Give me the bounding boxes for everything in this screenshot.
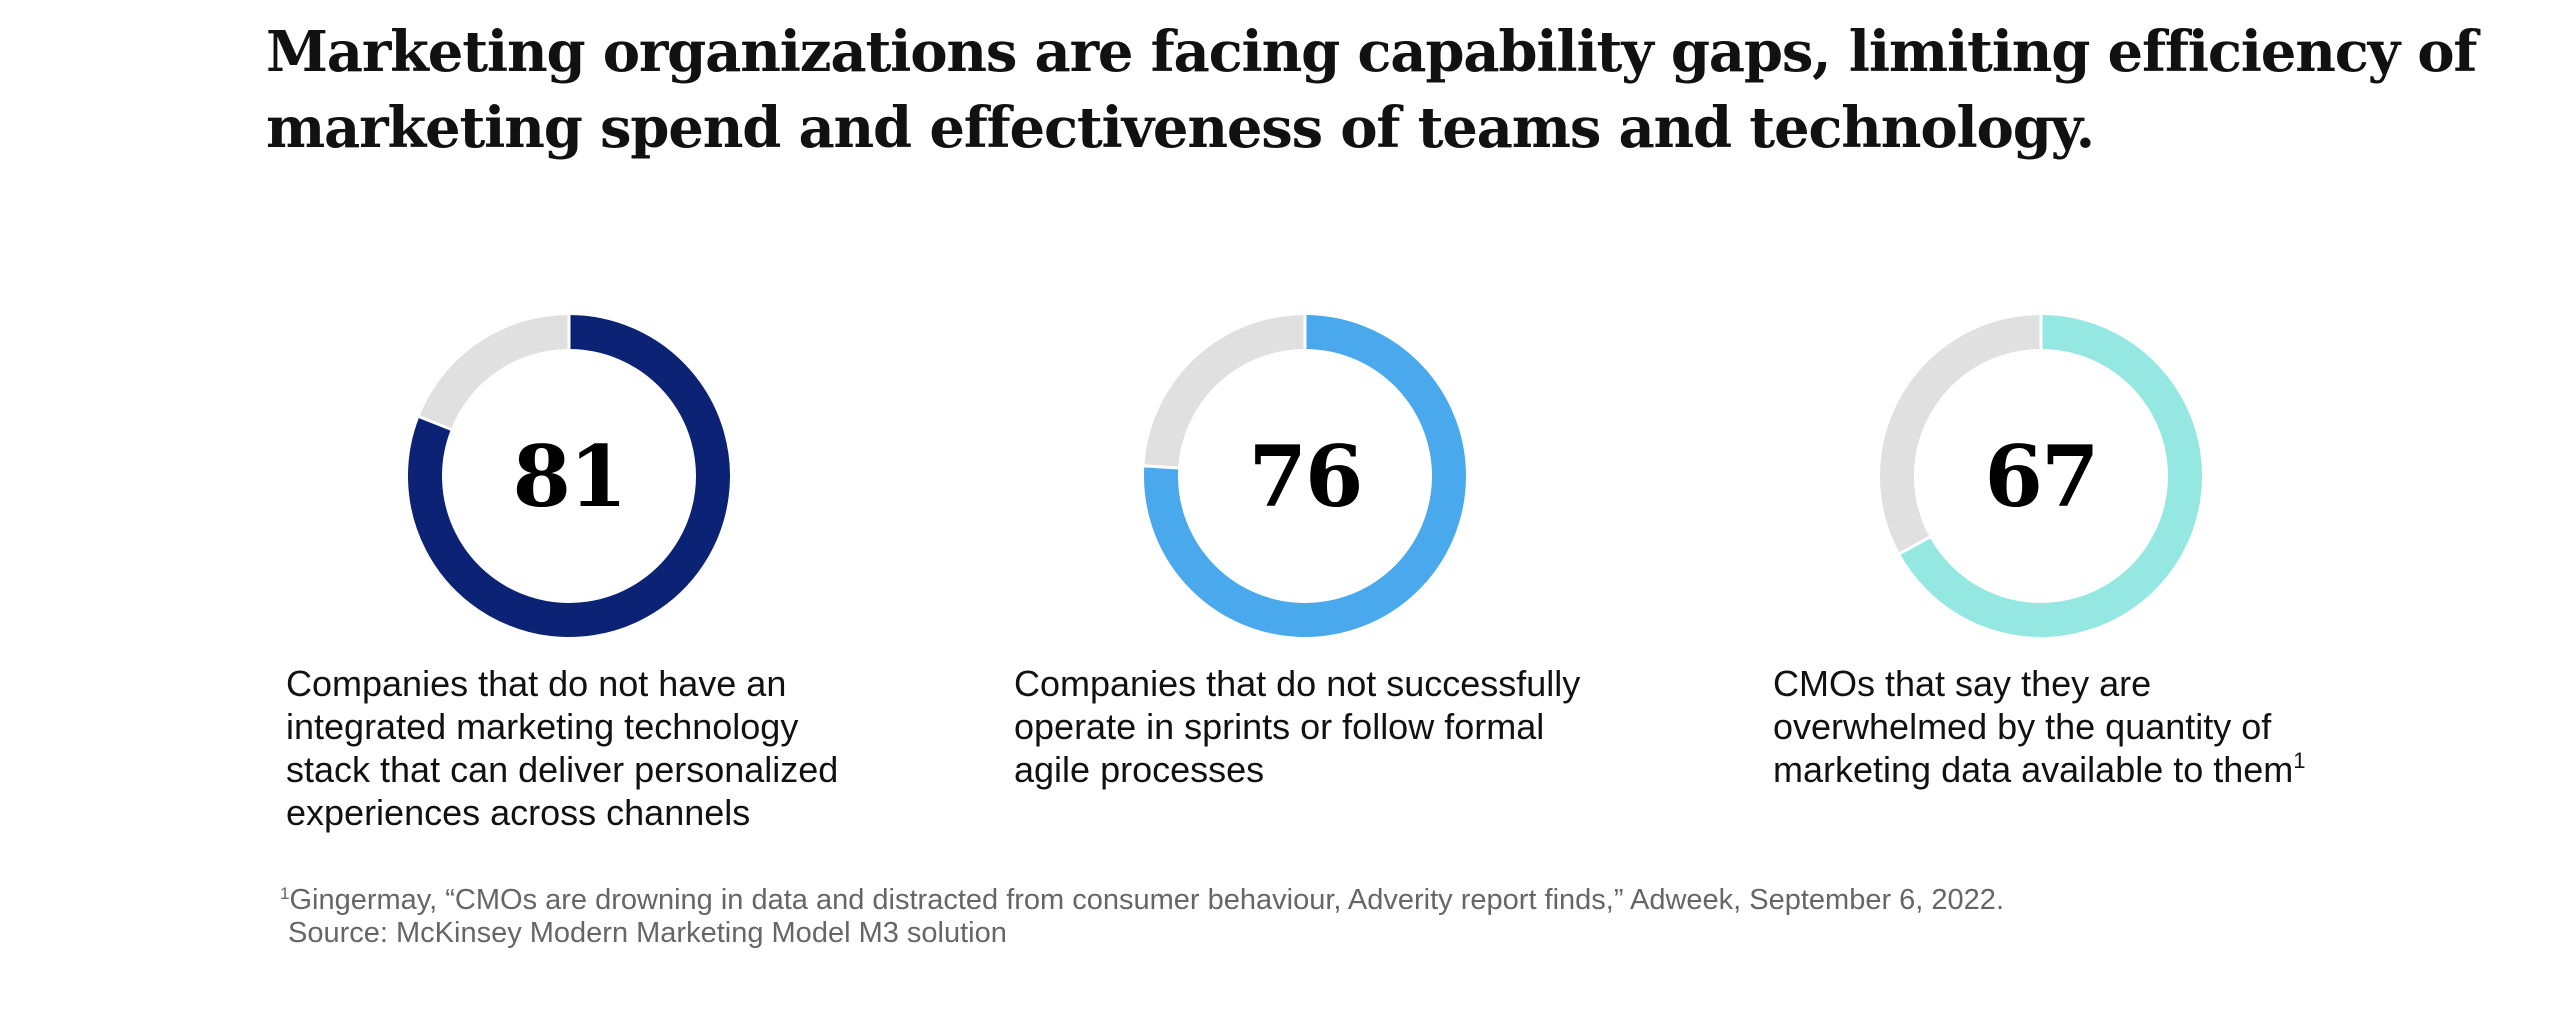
donut-remainder-segment-2 xyxy=(1144,315,1306,469)
donut-value-segment-2 xyxy=(1144,315,1466,637)
description-line: operate in sprints or follow formal xyxy=(1014,706,1545,747)
description-line: stack that can deliver personalized xyxy=(286,749,839,790)
footnote-marker: 1 xyxy=(280,884,290,903)
description-line: CMOs that say they are xyxy=(1773,663,2152,704)
footnote: 1Gingermay, “CMOs are drowning in data a… xyxy=(280,884,2004,950)
donut-value-segment-3 xyxy=(1899,315,2202,637)
description-line: Companies that do not successfully xyxy=(1014,663,1581,704)
donut-separator-3-2 xyxy=(1897,534,1933,556)
donut-value-3: 67 xyxy=(1984,426,2100,526)
donut-remainder-segment-3 xyxy=(1880,315,2042,554)
donut-description-3: CMOs that say they are overwhelmed by th… xyxy=(1773,662,2306,791)
donut-description-1: Companies that do not have an integrated… xyxy=(286,662,838,834)
donut-svg-2 xyxy=(1142,313,1466,637)
donut-value-segment-1 xyxy=(408,315,730,637)
chart-title-line: marketing spend and effectiveness of tea… xyxy=(266,95,2095,161)
description-line: experiences across channels xyxy=(286,792,751,833)
donut-value-1: 81 xyxy=(512,426,628,526)
footnote-text: Gingermay, “CMOs are drowning in data an… xyxy=(289,884,2004,916)
footnote-marker: 1 xyxy=(2293,748,2306,773)
donut-chart-3: 67 xyxy=(1877,313,2205,637)
footnote-citation: 1Gingermay, “CMOs are drowning in data a… xyxy=(280,884,2004,917)
donut-separator-1-2 xyxy=(416,414,454,432)
donut-chart-1: 81 xyxy=(405,313,733,637)
description-line: overwhelmed by the quantity of xyxy=(1773,706,2272,747)
description-line: agile processes xyxy=(1014,749,1265,790)
source-note: Source: McKinsey Modern Marketing Model … xyxy=(288,917,1007,949)
chart-title: Marketing organizations are facing capab… xyxy=(266,14,2478,166)
description-line: integrated marketing technology xyxy=(286,706,799,747)
description-line: marketing data available to them xyxy=(1773,749,2294,790)
donut-svg-1 xyxy=(408,313,730,637)
donut-description-2: Companies that do not successfully opera… xyxy=(1014,662,1580,791)
donut-separator-2-2 xyxy=(1142,464,1181,470)
donut-svg-3 xyxy=(1880,313,2202,637)
donut-value-2: 76 xyxy=(1248,426,1364,526)
chart-title-line: Marketing organizations are facing capab… xyxy=(266,19,2478,85)
donut-remainder-segment-1 xyxy=(419,315,570,430)
donut-chart-2: 76 xyxy=(1141,313,1469,637)
description-line: Companies that do not have an xyxy=(286,663,787,704)
